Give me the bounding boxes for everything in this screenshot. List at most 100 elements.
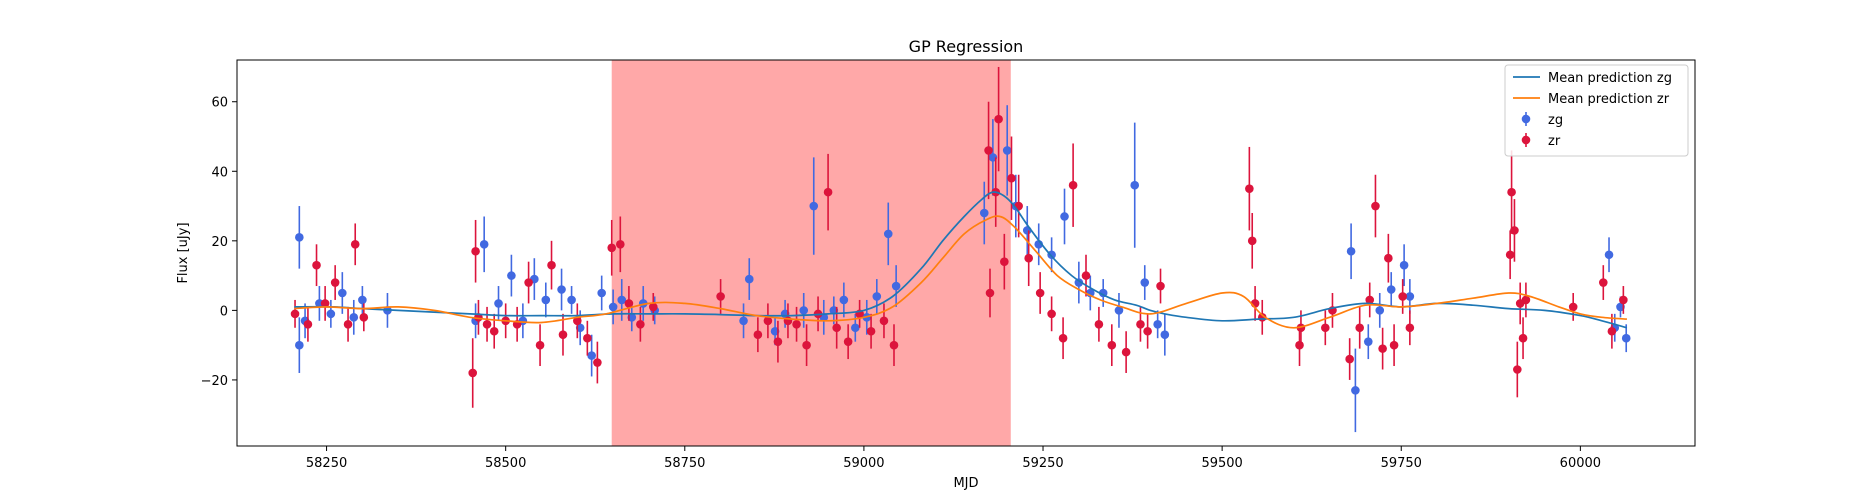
data-point-zr bbox=[350, 240, 360, 249]
data-point-zr bbox=[1505, 250, 1515, 260]
data-point-zr bbox=[359, 313, 369, 322]
data-point-zr bbox=[320, 299, 330, 308]
data-point-zg bbox=[851, 323, 860, 333]
legend-label: Mean prediction zg bbox=[1548, 71, 1672, 86]
data-point-zr bbox=[1371, 201, 1380, 211]
legend-item: zr bbox=[1521, 133, 1561, 149]
legend-item: zg bbox=[1521, 112, 1563, 128]
plot-series bbox=[290, 66, 1631, 433]
legend-marker-icon bbox=[1521, 135, 1531, 145]
data-point-zg bbox=[744, 274, 754, 284]
data-point-zr bbox=[1521, 295, 1531, 305]
data-point-zg bbox=[1074, 278, 1084, 287]
series-zr bbox=[290, 66, 1628, 408]
data-point-zg bbox=[295, 340, 304, 350]
data-point-zr bbox=[773, 337, 783, 346]
data-point-zr bbox=[312, 260, 321, 270]
data-point-zg bbox=[494, 299, 503, 308]
data-point-zr bbox=[1384, 253, 1393, 263]
data-point-zr bbox=[1295, 340, 1304, 350]
data-point-zr bbox=[616, 240, 625, 249]
data-point-zr bbox=[802, 340, 811, 350]
data-point-zg bbox=[617, 295, 627, 305]
data-point-zg bbox=[1399, 260, 1409, 270]
plot-area: 58250 58500 58750 59000 59250 59500 59750 60000… bbox=[201, 59, 1696, 471]
data-point-zr bbox=[1510, 226, 1519, 235]
data-point-zg bbox=[597, 288, 606, 298]
legend-box bbox=[1504, 64, 1689, 157]
data-point-zg bbox=[507, 271, 516, 280]
data-point-zr bbox=[1000, 257, 1009, 266]
data-point-zr bbox=[489, 326, 499, 336]
data-point-zg bbox=[1002, 146, 1012, 155]
x-tick-label: 59000 bbox=[843, 456, 884, 471]
data-point-zr bbox=[468, 368, 478, 378]
data-point-zr bbox=[1094, 319, 1104, 329]
data-point-zg bbox=[883, 229, 893, 239]
legend-label: zr bbox=[1548, 134, 1561, 149]
x-tick-label: 58500 bbox=[485, 456, 526, 471]
data-point-zg bbox=[739, 316, 748, 326]
data-point-zr bbox=[889, 340, 899, 350]
chart-title: GP Regression bbox=[909, 37, 1024, 56]
mean-line-zr bbox=[294, 215, 1627, 329]
data-point-zr bbox=[716, 292, 725, 301]
data-point-zr bbox=[1035, 288, 1045, 298]
data-point-zr bbox=[1321, 323, 1330, 333]
data-point-zr bbox=[1024, 253, 1033, 263]
x-tick-label: 58750 bbox=[664, 456, 705, 471]
data-point-zr bbox=[1598, 278, 1608, 287]
data-point-zr bbox=[1513, 365, 1522, 374]
data-point-zg bbox=[1114, 306, 1124, 315]
x-tick-label: 59750 bbox=[1381, 456, 1422, 471]
data-point-zg bbox=[1140, 278, 1150, 287]
data-point-zr bbox=[1378, 344, 1387, 353]
data-point-zg bbox=[809, 201, 819, 211]
data-point-zg bbox=[979, 208, 989, 218]
data-point-zr bbox=[1365, 295, 1375, 305]
data-point-zr bbox=[1247, 236, 1257, 246]
data-point-zg bbox=[479, 240, 489, 249]
x-axis-label: MJD bbox=[953, 476, 978, 491]
data-point-zr bbox=[866, 326, 876, 336]
data-point-zg bbox=[1346, 246, 1356, 256]
data-point-zr bbox=[1156, 281, 1165, 291]
data-point-zr bbox=[1345, 354, 1354, 364]
x-tick-label: 59250 bbox=[1022, 456, 1063, 471]
data-point-zr bbox=[832, 323, 841, 333]
data-point-zr bbox=[583, 333, 592, 343]
data-point-zr bbox=[1068, 180, 1078, 190]
data-point-zr bbox=[482, 319, 492, 329]
data-point-zg bbox=[1363, 337, 1373, 346]
plot-frame bbox=[236, 59, 1696, 447]
data-point-zr bbox=[823, 187, 833, 197]
data-point-zr bbox=[1619, 295, 1628, 305]
data-point-zg bbox=[557, 285, 566, 294]
legend-label: zg bbox=[1548, 113, 1563, 128]
data-point-zr bbox=[593, 358, 602, 367]
data-point-zr bbox=[1398, 292, 1407, 301]
legend-marker-icon bbox=[1521, 114, 1531, 124]
data-point-zr bbox=[763, 316, 773, 326]
data-point-zr bbox=[843, 337, 853, 346]
data-point-zg bbox=[891, 281, 901, 291]
shaded-region bbox=[611, 60, 1011, 446]
data-point-zr bbox=[558, 330, 568, 340]
data-point-zr bbox=[1107, 340, 1117, 350]
data-point-zr bbox=[753, 330, 763, 340]
legend-item: Mean prediction zg bbox=[1513, 71, 1672, 86]
data-point-zr bbox=[1007, 173, 1016, 183]
mean-line-zg bbox=[294, 191, 1628, 329]
y-tick-label: 20 bbox=[211, 235, 228, 250]
y-axis-label: Flux [uJy] bbox=[176, 222, 191, 283]
data-point-zr bbox=[524, 278, 533, 287]
data-point-zr bbox=[648, 302, 658, 312]
data-point-zr bbox=[636, 319, 645, 329]
data-point-zg bbox=[1153, 319, 1162, 329]
data-point-zr bbox=[792, 319, 801, 329]
data-point-zr bbox=[303, 319, 313, 329]
legend-label: Mean prediction zr bbox=[1548, 92, 1670, 107]
data-point-zr bbox=[573, 316, 582, 326]
